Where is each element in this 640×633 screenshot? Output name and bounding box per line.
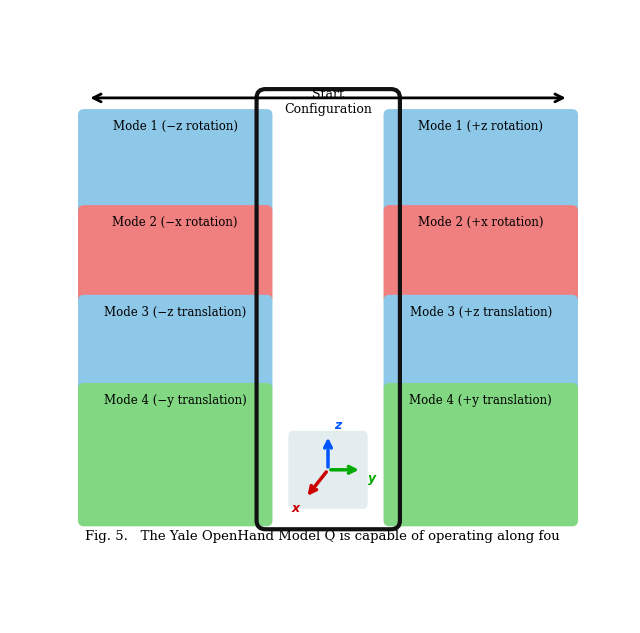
Text: Mode 1 (−z rotation): Mode 1 (−z rotation)	[113, 120, 237, 133]
Text: Mode 2 (−x rotation): Mode 2 (−x rotation)	[113, 216, 238, 229]
FancyBboxPatch shape	[288, 431, 367, 509]
Text: Mode 3 (−z translation): Mode 3 (−z translation)	[104, 306, 246, 318]
FancyBboxPatch shape	[383, 295, 578, 392]
Text: Mode 3 (+z translation): Mode 3 (+z translation)	[410, 306, 552, 318]
Text: Start
Configuration: Start Configuration	[284, 88, 372, 116]
Text: Mode 4 (+y translation): Mode 4 (+y translation)	[410, 394, 552, 407]
Text: Fig. 5.   The Yale OpenHand Model Q is capable of operating along fou: Fig. 5. The Yale OpenHand Model Q is cap…	[85, 530, 560, 543]
Text: z: z	[334, 419, 341, 432]
Text: x: x	[292, 502, 300, 515]
FancyBboxPatch shape	[78, 295, 273, 392]
FancyBboxPatch shape	[78, 109, 273, 215]
FancyBboxPatch shape	[383, 205, 578, 304]
FancyBboxPatch shape	[383, 383, 578, 526]
FancyBboxPatch shape	[78, 205, 273, 304]
FancyBboxPatch shape	[383, 109, 578, 215]
FancyBboxPatch shape	[78, 383, 273, 526]
Text: y: y	[368, 472, 376, 486]
Text: Mode 4 (−y translation): Mode 4 (−y translation)	[104, 394, 246, 407]
Text: Mode 1 (+z rotation): Mode 1 (+z rotation)	[419, 120, 543, 133]
Text: Mode 2 (+x rotation): Mode 2 (+x rotation)	[418, 216, 543, 229]
